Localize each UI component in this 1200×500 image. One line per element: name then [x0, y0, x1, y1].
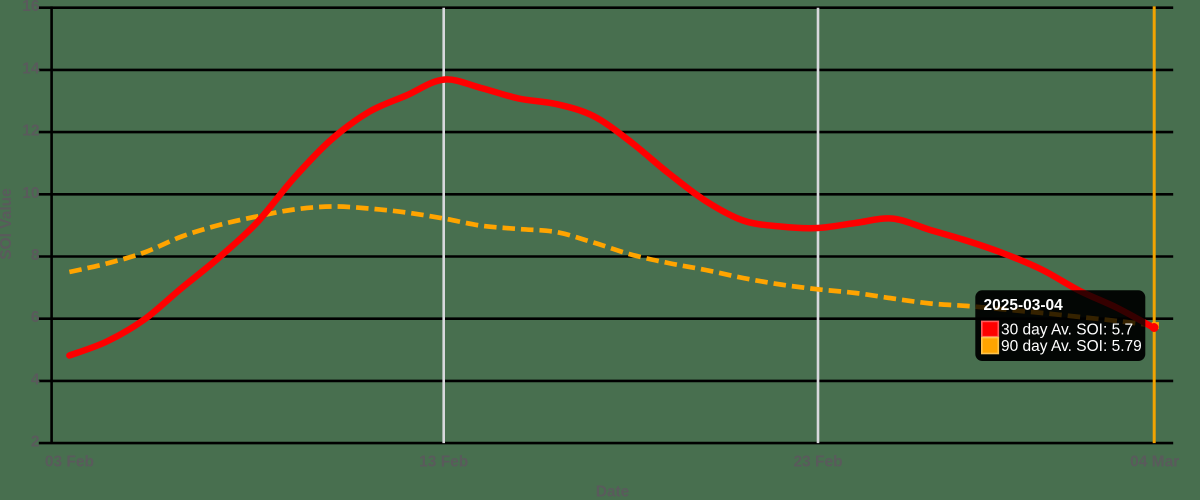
svg-text:23 Feb: 23 Feb [793, 454, 842, 471]
svg-text:13 Feb: 13 Feb [419, 454, 468, 471]
svg-text:SOI Value: SOI Value [0, 188, 15, 260]
svg-text:16: 16 [22, 0, 40, 15]
svg-text:10: 10 [22, 185, 39, 202]
svg-text:12: 12 [22, 123, 39, 140]
svg-text:Date: Date [596, 484, 630, 500]
svg-text:04 Mar: 04 Mar [1130, 454, 1179, 471]
svg-text:30 day Av. SOI: 5.7: 30 day Av. SOI: 5.7 [1001, 322, 1133, 339]
svg-text:14: 14 [22, 60, 40, 77]
svg-text:90 day Av. SOI: 5.79: 90 day Av. SOI: 5.79 [1001, 338, 1142, 355]
svg-text:8: 8 [31, 247, 40, 264]
svg-text:2025-03-04: 2025-03-04 [984, 297, 1064, 314]
svg-text:4: 4 [31, 371, 40, 388]
svg-text:03 Feb: 03 Feb [45, 454, 94, 471]
svg-text:2: 2 [31, 434, 40, 451]
svg-text:6: 6 [31, 309, 40, 326]
